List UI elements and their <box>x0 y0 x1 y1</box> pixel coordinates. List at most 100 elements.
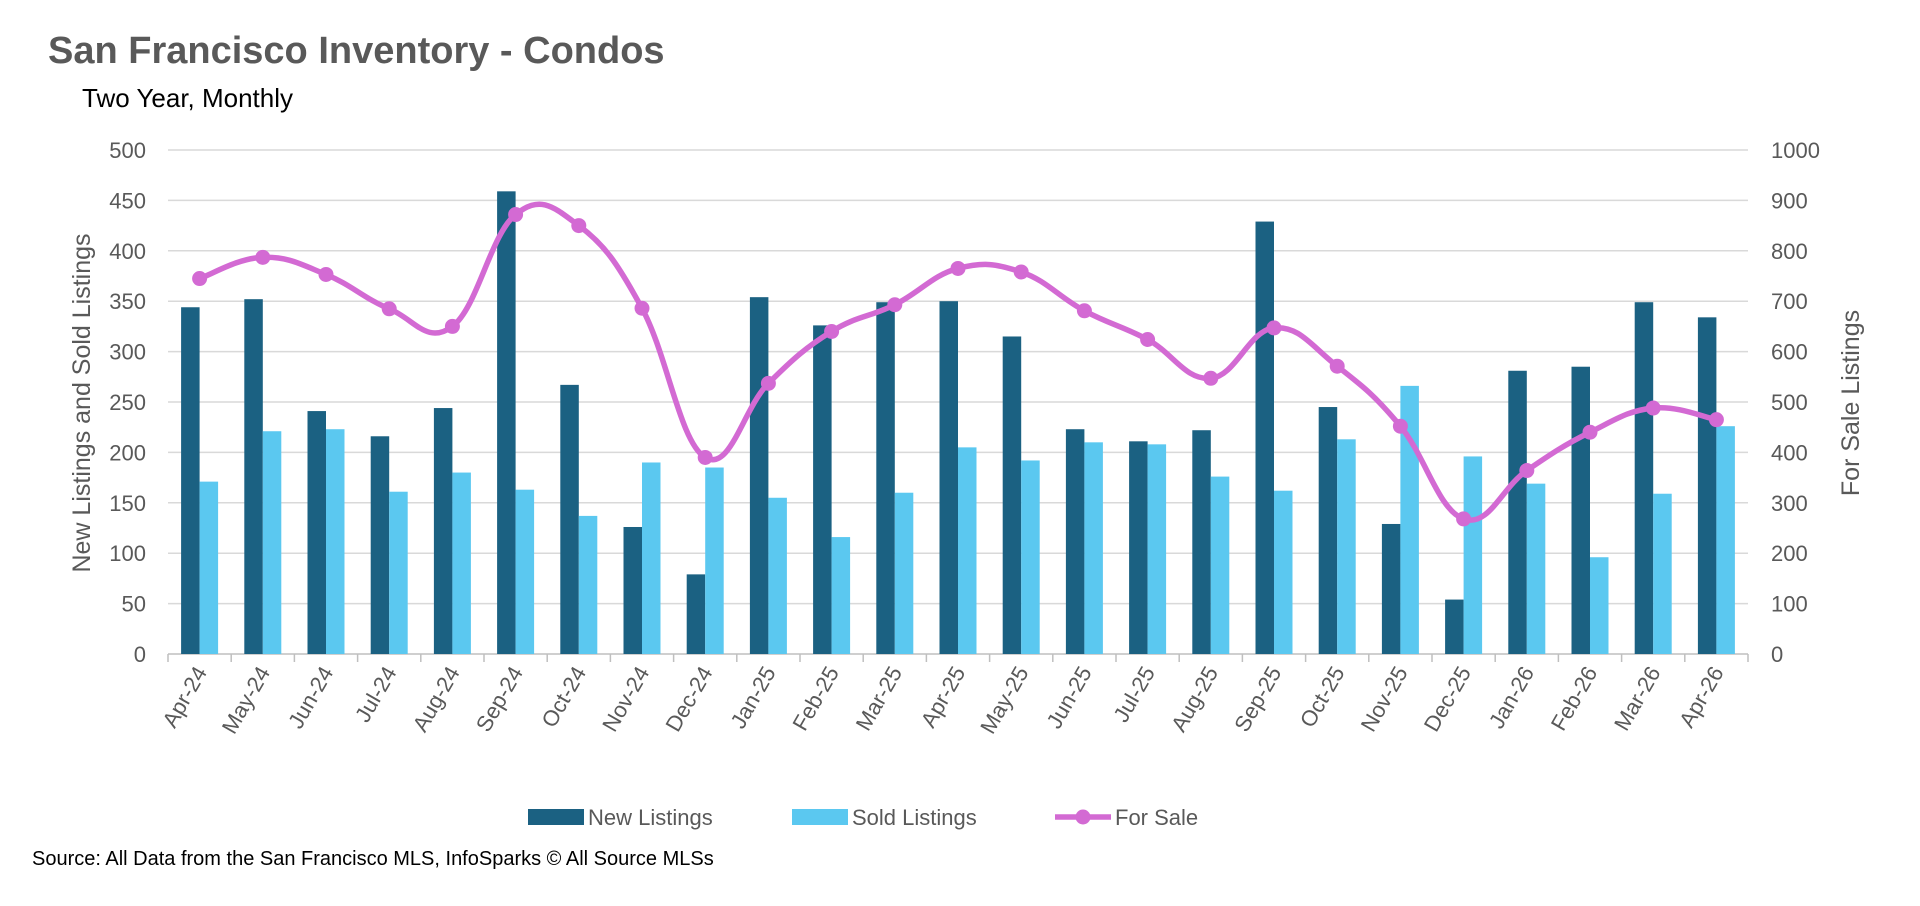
new-listings-bar <box>813 325 832 654</box>
new-listings-bar <box>181 307 200 654</box>
source-note: Source: All Data from the San Francisco … <box>32 848 714 870</box>
chart-subtitle: Two Year, Monthly <box>82 83 293 113</box>
new-listings-bar <box>1192 430 1211 654</box>
right-tick-label: 100 <box>1771 592 1808 617</box>
left-tick-label: 300 <box>109 340 146 365</box>
legend-label: New Listings <box>588 805 713 830</box>
x-tick-label: Nov-24 <box>597 662 654 736</box>
x-tick-label: Mar-25 <box>851 662 907 735</box>
new-listings-bar <box>623 526 642 654</box>
new-listings-bar <box>497 191 516 654</box>
for-sale-point <box>1456 511 1472 527</box>
sold-listings-bar <box>1400 385 1419 654</box>
x-tick-label: Nov-25 <box>1356 662 1413 736</box>
new-listings-bar <box>244 299 263 654</box>
x-tick-label: Aug-25 <box>1166 662 1223 736</box>
left-tick-label: 250 <box>109 390 146 415</box>
left-tick-label: 400 <box>109 239 146 264</box>
x-tick-label: Jun-25 <box>1041 662 1096 733</box>
for-sale-point <box>381 301 397 317</box>
for-sale-point <box>1519 463 1535 479</box>
sold-listings-bar <box>199 481 219 654</box>
x-tick-label: Dec-25 <box>1419 662 1476 736</box>
sold-listings-bar <box>1210 476 1230 654</box>
legend-marker <box>1075 809 1091 825</box>
new-listings-bar <box>1381 523 1401 654</box>
for-sale-point <box>1013 264 1029 280</box>
x-tick-label: Mar-26 <box>1609 662 1665 735</box>
for-sale-point <box>444 318 460 334</box>
sold-listings-bar <box>262 431 282 654</box>
bars <box>181 191 1735 654</box>
left-tick-label: 350 <box>109 289 146 314</box>
for-sale-point <box>1140 332 1156 348</box>
sold-listings-bar <box>1716 426 1735 654</box>
left-tick-label: 500 <box>109 138 146 163</box>
sold-listings-bar <box>894 492 914 654</box>
sold-listings-bar <box>705 467 724 654</box>
sold-listings-bar <box>515 489 535 654</box>
new-listings-bar <box>307 411 326 654</box>
right-tick-label: 400 <box>1771 440 1808 465</box>
legend-swatch <box>792 809 848 825</box>
for-sale-point <box>318 266 334 282</box>
new-listings-bar <box>1571 366 1590 654</box>
sold-listings-bar <box>1526 483 1546 654</box>
right-axis-title: For Sale Listings <box>1837 310 1865 496</box>
new-listings-bar <box>1002 336 1022 654</box>
right-tick-label: 0 <box>1771 642 1783 667</box>
x-tick-label: Oct-24 <box>536 662 591 732</box>
legend-swatch <box>528 809 584 825</box>
for-sale-point <box>1645 400 1661 416</box>
x-tick-label: Jan-25 <box>725 662 780 733</box>
right-axis-ticks: 0 100 200 300 400 500 600 700 800 900 1000 <box>1771 138 1820 667</box>
x-tick-label: Dec-24 <box>660 662 717 736</box>
new-listings-bar <box>1255 221 1274 654</box>
legend-label: Sold Listings <box>852 805 977 830</box>
sold-listings-bar <box>831 537 851 654</box>
for-sale-point <box>1582 424 1598 440</box>
sold-listings-bar <box>326 429 345 654</box>
right-tick-label: 200 <box>1771 541 1808 566</box>
x-tick-label: Sep-25 <box>1229 662 1286 736</box>
left-tick-label: 0 <box>134 642 146 667</box>
new-listings-bar <box>1697 317 1717 654</box>
left-tick-label: 200 <box>109 440 146 465</box>
sold-listings-bar <box>578 515 598 654</box>
for-sale-point <box>1203 370 1219 386</box>
for-sale-point <box>255 249 271 265</box>
sold-listings-bar <box>1463 456 1483 654</box>
new-listings-bar <box>1445 599 1464 654</box>
for-sale-point <box>1076 303 1092 319</box>
x-tick-label: Jul-24 <box>350 662 402 726</box>
sold-listings-bar <box>1021 460 1040 654</box>
new-listings-bar <box>370 436 390 654</box>
left-axis-title: New Listings and Sold Listings <box>68 233 96 572</box>
for-sale-point <box>508 207 524 223</box>
new-listings-bar <box>1634 302 1654 654</box>
for-sale-point <box>1708 412 1724 428</box>
x-tick-label: Feb-26 <box>1546 662 1603 735</box>
sold-listings-bar <box>1337 439 1356 654</box>
legend-label: For Sale <box>1115 805 1198 830</box>
x-tick-label: Sep-24 <box>471 662 528 736</box>
for-sale-point <box>1266 320 1282 336</box>
left-tick-label: 100 <box>109 541 146 566</box>
right-tick-label: 900 <box>1771 188 1808 213</box>
new-listings-bar <box>1065 429 1085 654</box>
x-tick-label: May-24 <box>217 662 275 738</box>
for-sale-point <box>950 260 966 276</box>
for-sale-point <box>887 297 903 313</box>
x-tick-label: Apr-26 <box>1674 662 1729 732</box>
right-tick-label: 500 <box>1771 390 1808 415</box>
new-listings-bar <box>686 574 706 654</box>
for-sale-point <box>192 271 208 287</box>
new-listings-bar <box>939 301 958 654</box>
left-tick-label: 50 <box>122 592 146 617</box>
for-sale-point <box>824 323 840 339</box>
for-sale-line-path <box>198 201 1717 523</box>
for-sale-line <box>192 201 1724 527</box>
x-tick-label: Jul-25 <box>1108 662 1160 726</box>
new-listings-bar <box>1318 407 1338 654</box>
